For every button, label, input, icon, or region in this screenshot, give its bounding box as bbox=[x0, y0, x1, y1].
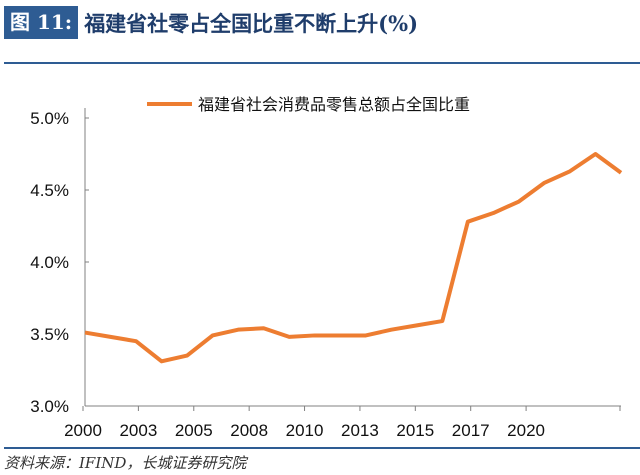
y-tick-label: 4.5% bbox=[30, 181, 69, 200]
x-tick-label: 2005 bbox=[175, 421, 213, 440]
figure-label: 图 11: bbox=[4, 6, 79, 39]
series-line bbox=[84, 152, 623, 364]
x-tick-label: 2013 bbox=[341, 421, 379, 440]
figure-title: 福建省社零占全国比重不断上升(%) bbox=[84, 10, 419, 36]
x-tick-label: 2015 bbox=[396, 421, 434, 440]
top-divider bbox=[4, 62, 640, 64]
y-tick-label: 3.0% bbox=[30, 397, 69, 416]
source-note: 资料来源：IFIND，长城证券研究院 bbox=[4, 454, 247, 472]
x-tick-label: 2017 bbox=[452, 421, 490, 440]
x-tick-label: 2003 bbox=[119, 421, 157, 440]
y-tick-label: 5.0% bbox=[30, 109, 69, 128]
x-tick-label: 2010 bbox=[286, 421, 324, 440]
x-tick-label: 2000 bbox=[64, 421, 102, 440]
y-tick-label: 3.5% bbox=[30, 325, 69, 344]
legend-label: 福建省社会消费品零售总额占全国比重 bbox=[198, 96, 470, 114]
x-tick-label: 2020 bbox=[507, 421, 545, 440]
y-tick-label: 4.0% bbox=[30, 253, 69, 272]
figure-header: 图 11: 福建省社零占全国比重不断上升(%) bbox=[4, 6, 418, 39]
x-tick-label: 2008 bbox=[230, 421, 268, 440]
bottom-divider bbox=[4, 447, 640, 449]
